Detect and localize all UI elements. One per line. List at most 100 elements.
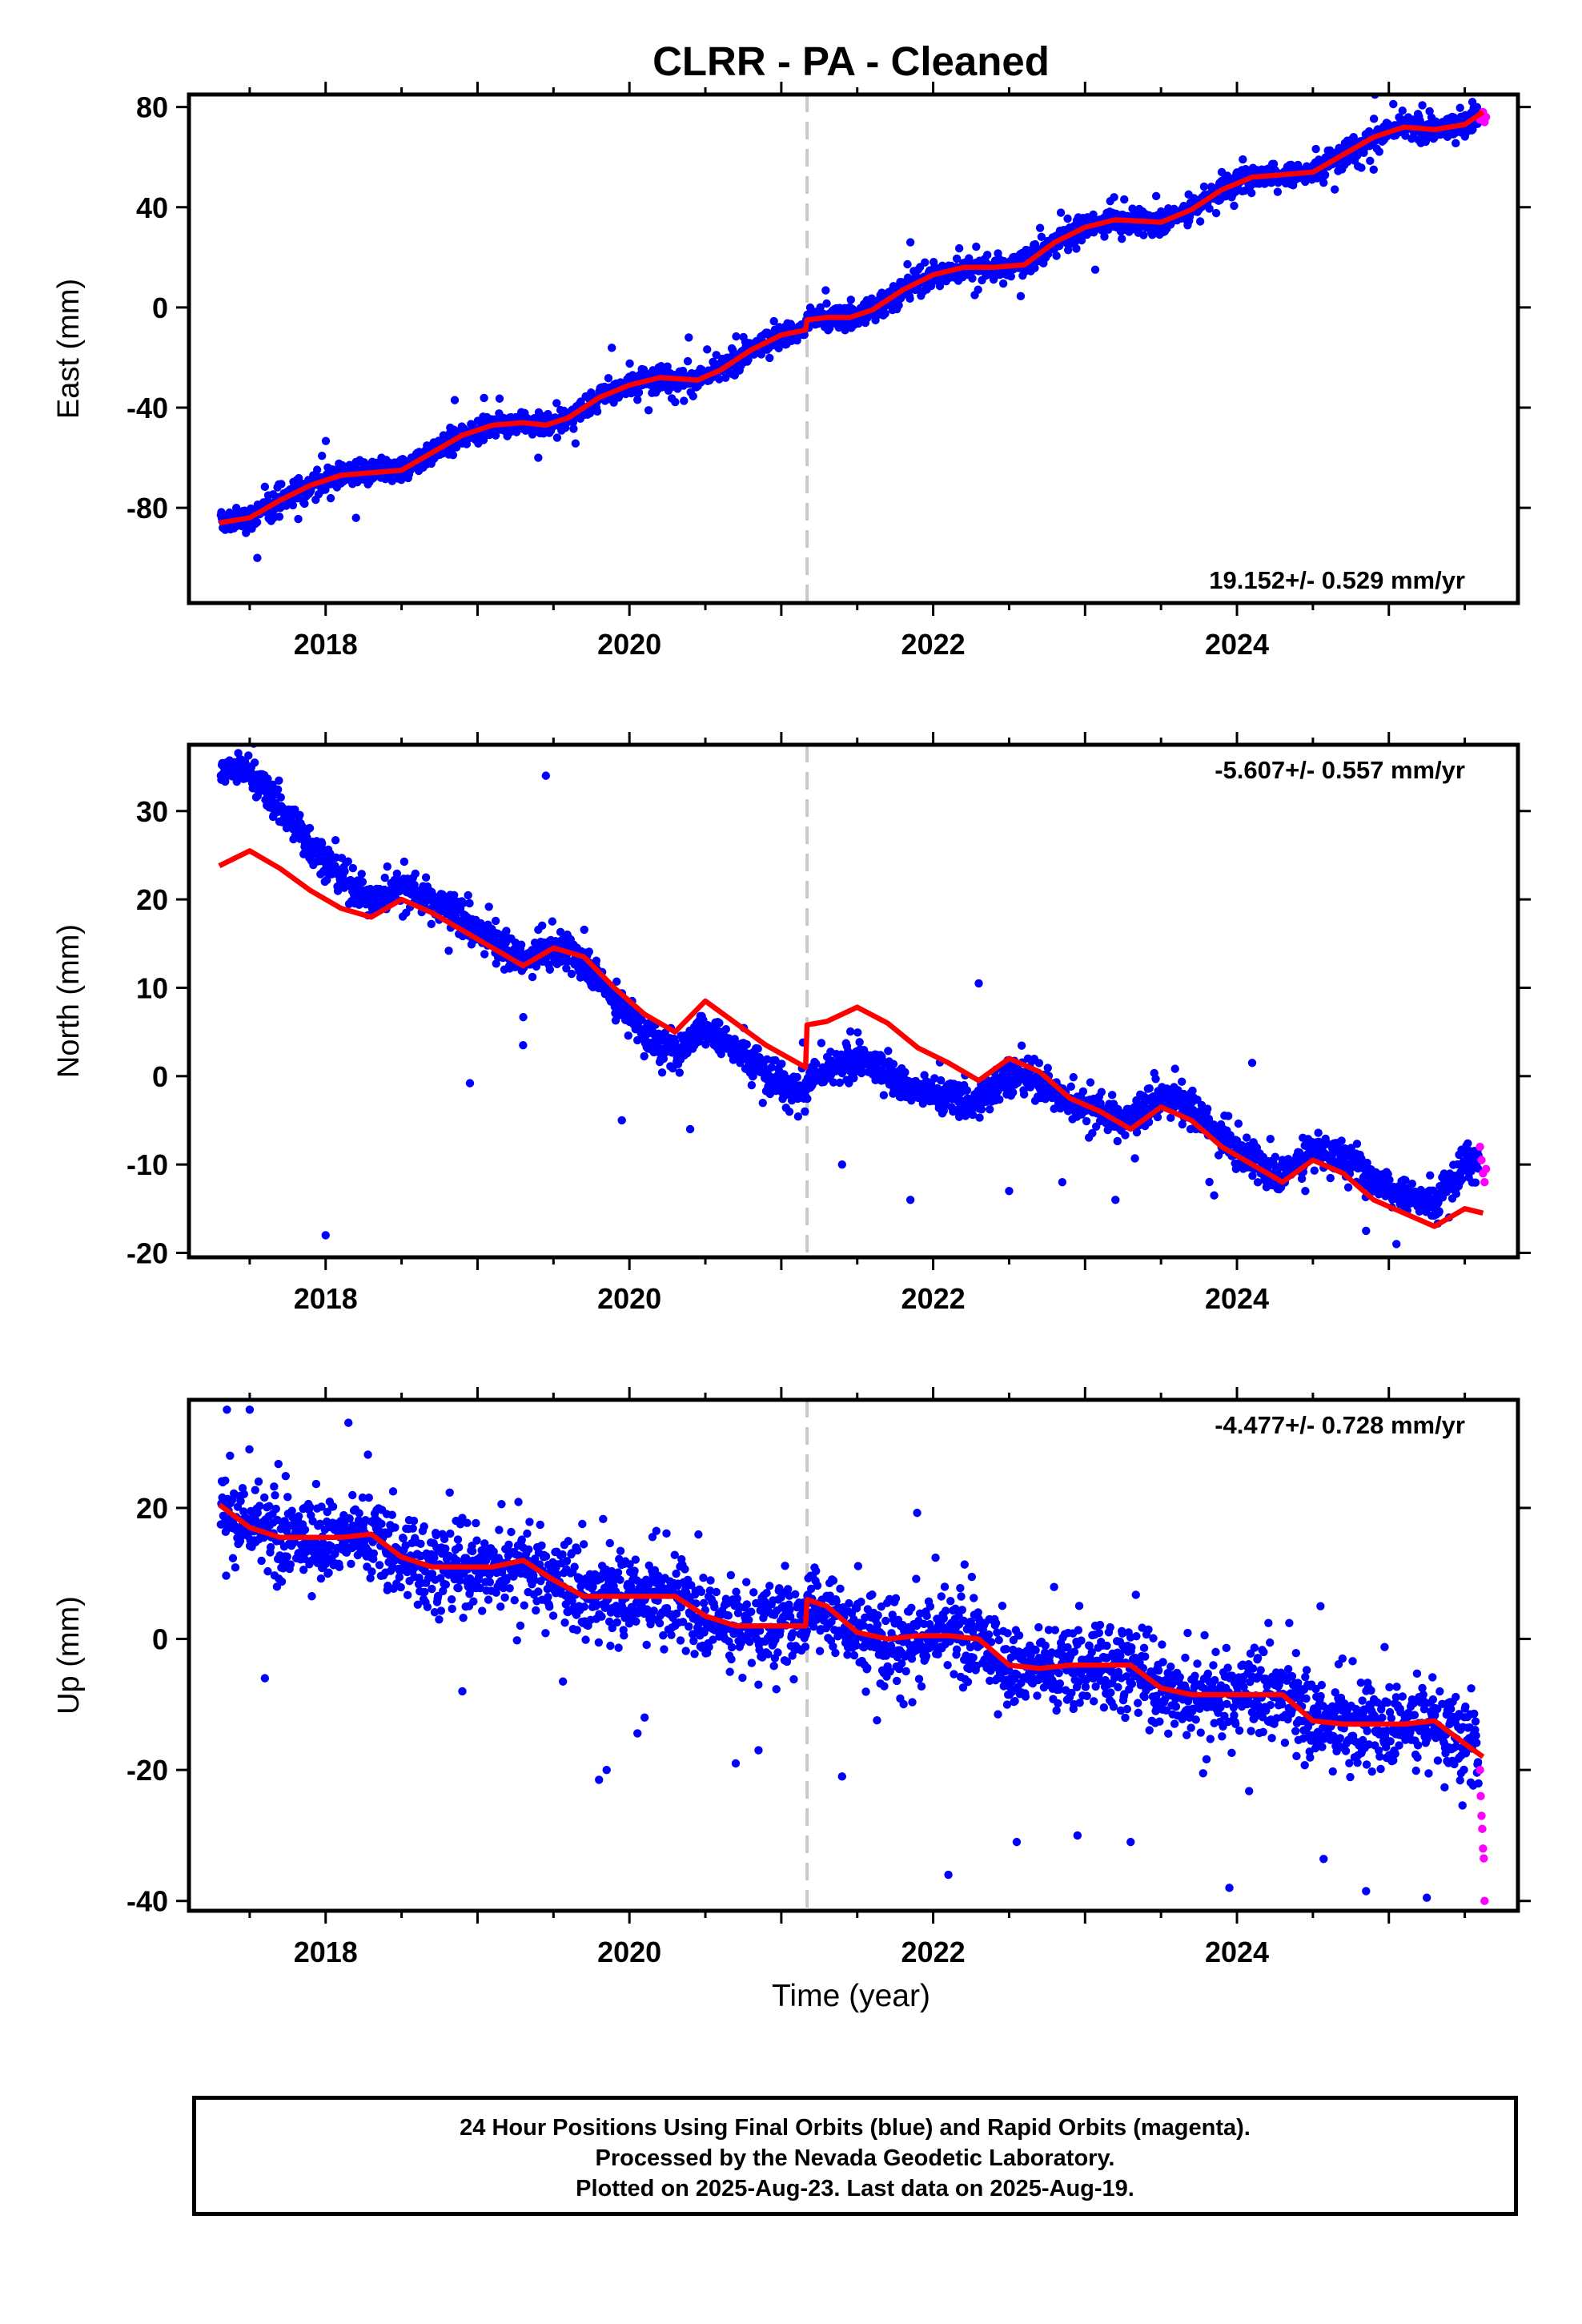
final-orbit-point [612,977,621,986]
final-orbit-point [1019,1090,1029,1099]
final-orbit-point [1052,251,1061,260]
final-orbit-point [484,903,493,911]
final-orbit-point [1199,182,1209,191]
final-orbit-point [747,1080,757,1090]
final-orbit-point [968,274,977,283]
plot-frame [187,92,1520,605]
final-orbit-point [358,878,367,887]
final-orbit-point [1253,1178,1263,1187]
final-orbit-point [935,281,945,291]
final-orbit-point [1375,147,1383,156]
final-orbit-point [624,1031,632,1040]
final-orbit-point [801,1107,809,1116]
final-orbit-point [569,424,578,433]
final-orbit-point [742,1039,752,1049]
final-orbit-point [901,1068,909,1077]
final-orbit-point [331,836,340,845]
final-orbit-point [552,433,562,442]
final-orbit-point [465,899,474,908]
final-orbit-point [580,925,588,935]
final-orbit-point [1082,1116,1091,1126]
final-orbit-point [777,1059,786,1068]
final-orbit-point [556,927,565,937]
final-orbit-point [905,294,914,304]
final-orbit-point [1418,101,1427,110]
final-orbit-point [1468,98,1477,107]
final-orbit-point [1063,214,1072,223]
final-orbit-point [263,774,272,783]
final-orbit-point [295,810,304,819]
final-orbit-point [920,1071,929,1080]
final-orbit-point [689,392,697,400]
final-orbit-point [1056,208,1066,217]
final-orbit-point [703,345,712,354]
final-orbit-point [459,899,468,907]
final-orbit-point [1266,1134,1275,1144]
final-orbit-point [1086,1078,1095,1087]
y-tick-label: 40 [136,191,168,224]
final-orbit-point [744,355,753,364]
final-orbit-point [1188,1086,1197,1096]
final-orbit-point [954,243,964,253]
final-orbit-point [253,553,262,562]
final-orbit-point [592,956,601,965]
final-orbit-point [803,1094,812,1104]
final-orbit-point [767,1063,776,1072]
final-orbit-point [338,460,347,470]
final-orbit-point [427,919,436,929]
final-orbit-point [1035,223,1045,232]
final-orbit-point [1369,165,1378,175]
final-orbit-point [421,873,431,882]
final-orbit-point [380,873,389,883]
final-orbit-point [881,309,889,318]
final-orbit-point [1166,1113,1175,1123]
final-orbit-point [244,751,253,760]
final-orbit-point [275,512,284,521]
final-orbit-point [1006,271,1016,281]
final-orbit-point [758,1099,767,1108]
final-orbit-point [889,1059,898,1068]
final-orbit-point [849,1074,858,1083]
final-orbit-point [1120,195,1129,204]
final-orbit-point [962,1086,972,1095]
final-orbit-point [625,359,634,368]
final-orbit-point [479,436,488,444]
final-orbit-point [1151,191,1161,201]
final-orbit-point [1078,1087,1088,1096]
final-orbit-point [977,1105,986,1114]
final-orbit-point [480,950,489,959]
x-tick-label: 2020 [597,628,661,661]
final-orbit-point [1097,1088,1106,1096]
final-orbit-point [853,1028,862,1037]
rate-annotation: 19.152+/- 0.529 mm/yr [1209,566,1465,594]
final-orbit-point [640,1051,648,1061]
final-orbit-point [1320,171,1330,179]
final-orbit-point [400,857,409,866]
final-orbit-point [817,1039,826,1047]
final-orbit-point [1177,1077,1186,1086]
y-axis-label: East (mm) [52,279,86,419]
final-orbit-point [604,373,613,383]
final-orbit-point [1107,1091,1117,1100]
final-orbit-point [785,1108,794,1116]
final-orbit-point [1037,232,1046,242]
final-orbit-point [683,356,693,366]
final-orbit-point [1072,244,1081,253]
x-tick-label: 2018 [294,628,358,661]
final-orbit-point [793,1112,803,1121]
final-orbit-point [1389,99,1398,109]
final-orbit-point [528,972,537,982]
final-orbit-point [491,916,500,926]
final-orbit-point [995,1095,1004,1104]
final-orbit-point [1239,155,1247,164]
final-orbit-point [357,870,366,879]
rapid-orbit-point [1481,112,1491,122]
final-orbit-point [1234,1119,1243,1128]
final-orbit-point [250,758,259,767]
final-orbit-point [519,1012,528,1022]
final-orbit-point [383,862,391,871]
final-orbit-point [1211,208,1221,218]
final-orbit-point [1110,193,1118,202]
final-orbit-point [1269,159,1279,168]
